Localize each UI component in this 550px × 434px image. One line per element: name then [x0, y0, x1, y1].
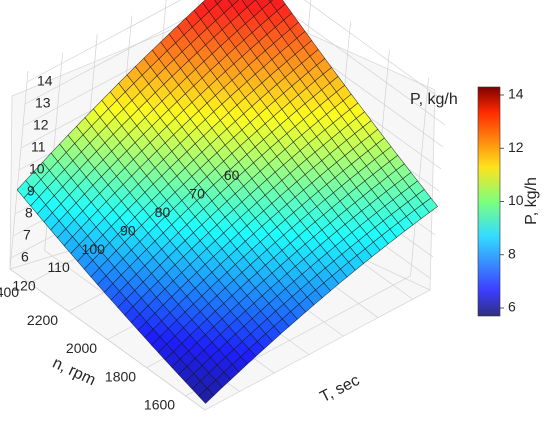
surface-cell	[214, 0, 223, 5]
colorbar-tick-label: 8	[508, 245, 516, 261]
colorbar-tick-label: 10	[508, 192, 524, 208]
grid-back-p	[303, 0, 448, 104]
colorbar-ticks: 6 8 10 12 14	[500, 86, 524, 315]
colorbar-gradient	[477, 86, 501, 317]
z-tick-label: 9	[27, 183, 35, 199]
z-tick-label: 12	[33, 117, 49, 133]
z-tick-label: 14	[37, 73, 53, 89]
colorbar-tick-label: 12	[508, 139, 524, 155]
x-tick-label: 1600	[144, 397, 175, 413]
y-tick-label: 80	[155, 204, 171, 220]
surface-mesh	[16, 0, 438, 404]
y-tick-label: 120	[12, 278, 36, 294]
x-tick-label: 2400	[0, 284, 19, 300]
z-tick-label: 8	[25, 205, 33, 221]
colorbar-label: P, kg/h	[523, 177, 540, 225]
z-tick-label: 13	[35, 95, 51, 111]
y-tick-label: 70	[189, 185, 205, 201]
y-tick-label: 100	[82, 241, 106, 257]
x-axis-label: n, rpm	[50, 355, 98, 390]
z-tick-label: 6	[21, 249, 29, 265]
surface-cell	[198, 387, 215, 404]
z-tick-label: 7	[23, 227, 31, 243]
z-tick-label: 10	[29, 161, 45, 177]
y-tick-label: 110	[47, 259, 70, 275]
colorbar-tick-label: 14	[508, 86, 524, 102]
y-axis-label: T, sec	[317, 372, 362, 406]
y-tick-label: 90	[120, 222, 136, 238]
y-tick-label: 60	[224, 167, 240, 183]
z-axis-label: P, kg/h	[410, 91, 458, 108]
axis-ticks: 1600 1800 2000 2200 2400 60 70 80 90 100 110 120 6 7 8…	[0, 73, 240, 413]
x-tick-label: 1800	[105, 368, 136, 384]
x-tick-label: 2200	[27, 312, 58, 328]
colorbar-tick-label: 6	[508, 299, 516, 315]
grid-side-p	[26, 0, 182, 83]
z-tick-label: 11	[31, 139, 46, 155]
colorbar: 6 8 10 12 14 P, kg/h	[477, 86, 540, 317]
grid-floor-t	[9, 268, 206, 411]
x-tick-label: 2000	[66, 340, 97, 356]
